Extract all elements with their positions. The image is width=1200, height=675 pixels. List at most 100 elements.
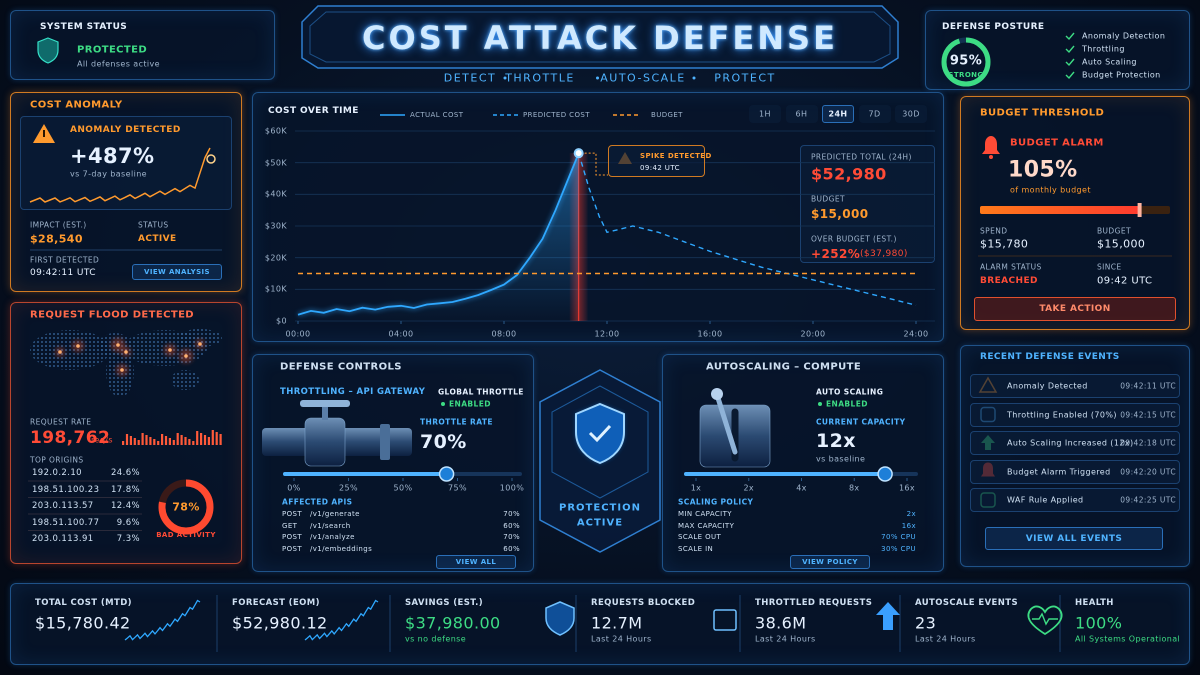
button-label: TAKE ACTION bbox=[1039, 304, 1111, 314]
label: SYSTEM STATUS bbox=[40, 22, 128, 32]
rate-history-bar bbox=[176, 433, 179, 445]
rate-history-bar bbox=[207, 437, 210, 445]
x-tick-label: 16:00 bbox=[697, 329, 723, 339]
api-method: POST bbox=[282, 544, 303, 553]
rate-history-bar bbox=[164, 436, 168, 445]
rate-history-bar bbox=[168, 438, 171, 445]
check-icon bbox=[1065, 32, 1075, 41]
policy-value: 16x bbox=[901, 521, 916, 530]
y-tick-label: $0 bbox=[276, 316, 287, 326]
view-events-button[interactable] bbox=[985, 527, 1163, 550]
map-landmass bbox=[178, 329, 222, 347]
kpi-icon bbox=[545, 601, 575, 636]
origin-share: 9.6% bbox=[116, 517, 140, 528]
rate-history-bar bbox=[211, 430, 214, 445]
anomaly-sparkline bbox=[29, 147, 211, 203]
label: TOP ORIGINS bbox=[30, 455, 84, 465]
range-button[interactable] bbox=[749, 105, 781, 123]
api-method: GET bbox=[282, 521, 298, 530]
label: THROTTLE RATE bbox=[420, 417, 493, 427]
kpi-note: Last 24 Hours bbox=[755, 634, 816, 644]
label: 09:42 UTC bbox=[1097, 275, 1153, 287]
range-button[interactable] bbox=[785, 105, 818, 123]
slider-tick-label: 16x bbox=[898, 483, 916, 493]
label: of monthly budget bbox=[1010, 185, 1091, 195]
label: OVER BUDGET (EST.) bbox=[811, 234, 897, 244]
y-tick-label: $60K bbox=[264, 126, 287, 136]
api-method: POST bbox=[282, 510, 303, 518]
range-label: 24H bbox=[828, 109, 848, 119]
label: $15,000 bbox=[811, 207, 869, 221]
kpi-value: $15,780.42 bbox=[35, 613, 131, 633]
api-rate: 70% bbox=[503, 510, 520, 518]
y-tick-label: $20K bbox=[264, 253, 287, 263]
valve-body bbox=[304, 417, 346, 467]
origin-ip: 203.0.113.91 bbox=[32, 534, 94, 544]
y-tick-label: $40K bbox=[264, 189, 287, 199]
event-row bbox=[970, 459, 1180, 484]
origin-share: 17.8% bbox=[110, 484, 140, 495]
policy-name: MIN CAPACITY bbox=[678, 510, 732, 518]
series-line bbox=[578, 153, 917, 306]
shield-icon bbox=[37, 37, 59, 64]
kpi-value: $52,980.12 bbox=[232, 613, 328, 633]
event-text: WAF Rule Applied bbox=[1007, 495, 1084, 505]
origin-share: 12.4% bbox=[110, 501, 140, 511]
lever-arm bbox=[715, 395, 738, 455]
range-button[interactable] bbox=[858, 105, 891, 123]
warning-mark bbox=[43, 130, 45, 137]
page-title: COST ATTACK DEFENSE bbox=[362, 19, 838, 57]
label: SPIKE DETECTED bbox=[640, 152, 712, 160]
view-all-button[interactable] bbox=[436, 555, 516, 569]
range-button[interactable] bbox=[895, 105, 927, 123]
label: BUDGET THRESHOLD bbox=[980, 107, 1105, 119]
nav-item: AUTO-SCALE bbox=[600, 71, 686, 85]
range-button[interactable] bbox=[822, 105, 854, 123]
take-action-button[interactable] bbox=[974, 297, 1176, 321]
event-time: 09:42:18 UTC bbox=[1120, 438, 1176, 448]
kpi-icon-pulse bbox=[1032, 612, 1058, 626]
nav-separator bbox=[596, 76, 599, 80]
label: $28,540 bbox=[30, 232, 83, 246]
label: ANOMALY DETECTED bbox=[70, 125, 181, 135]
x-tick-label: 20:00 bbox=[800, 329, 826, 339]
throttle-rate: 70% bbox=[420, 431, 467, 453]
rate-history-bar bbox=[219, 434, 222, 445]
gauge-arc bbox=[941, 37, 991, 87]
kpi-icon bbox=[713, 609, 737, 631]
rate-history-bar bbox=[188, 439, 191, 445]
actual-cost-area bbox=[298, 153, 579, 321]
y-tick-label: $50K bbox=[264, 158, 287, 168]
defense-controls-panel bbox=[252, 354, 534, 572]
bell-icon bbox=[982, 136, 1000, 154]
donut-arc bbox=[158, 479, 214, 535]
kpi-value: 100% bbox=[1075, 613, 1123, 633]
policy-value: 30% CPU bbox=[881, 544, 916, 553]
slider-knob bbox=[877, 466, 893, 482]
origin-ip: 203.0.113.57 bbox=[32, 501, 94, 511]
origin-ip: 198.51.100.77 bbox=[32, 517, 100, 528]
label: ALARM STATUS bbox=[980, 262, 1042, 272]
hotspot bbox=[120, 368, 124, 372]
view-analysis-button[interactable] bbox=[132, 264, 222, 280]
label: DEFENSE CONTROLS bbox=[280, 361, 402, 373]
label: ACTIVE bbox=[138, 234, 177, 244]
api-path: /v1/search bbox=[310, 521, 351, 530]
label: THROTTLING – API GATEWAY bbox=[280, 387, 426, 397]
slider-tick-label: 2x bbox=[743, 483, 755, 493]
label: $15,000 bbox=[1097, 237, 1146, 251]
rate-history-bar bbox=[172, 440, 175, 445]
view-policy-button[interactable] bbox=[790, 555, 870, 569]
button-label: VIEW ALL EVENTS bbox=[1025, 534, 1123, 544]
kpi-note: Last 24 Hours bbox=[915, 634, 976, 644]
valve-stem bbox=[322, 404, 328, 420]
label: 09:42:11 UTC bbox=[30, 268, 96, 278]
kpi-label: THROTTLED REQUESTS bbox=[755, 598, 873, 608]
nav-item: PROTECT bbox=[714, 71, 776, 85]
protection-label: ACTIVE bbox=[576, 517, 624, 529]
hotspot bbox=[124, 350, 128, 354]
range-label: 30D bbox=[902, 109, 920, 119]
label: All defenses active bbox=[77, 59, 160, 69]
event-row bbox=[970, 488, 1180, 512]
